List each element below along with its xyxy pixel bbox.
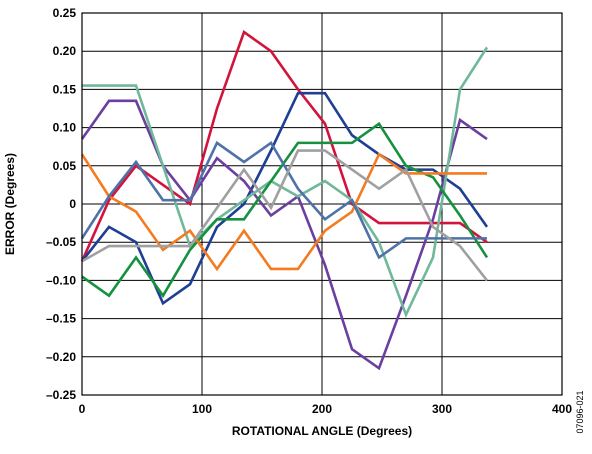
y-tick-label: 0.25 [53,6,77,20]
y-tick-label: –0.15 [46,312,76,326]
y-tick-label: 0.05 [53,159,77,173]
plot-frame [81,12,563,396]
x-tick-label: 300 [432,402,452,416]
x-tick-label: 400 [552,402,572,416]
series-line-3 [80,99,488,371]
figure-id-label: 07096-021 [575,390,585,433]
y-tick-label: 0.20 [53,44,77,58]
series-line-2 [80,91,489,306]
series-lines [80,30,489,371]
x-axis-title: ROTATIONAL ANGLE (Degrees) [232,424,412,438]
y-tick-label: 0.15 [53,82,77,96]
grid [81,12,563,396]
y-tick-label: –0.10 [46,273,76,287]
series-line-1 [80,30,488,262]
series-line-5 [81,121,489,299]
x-tick-label: 100 [192,402,212,416]
x-tick-label: 200 [312,402,332,416]
series-line-7 [80,140,487,260]
y-tick-label: –0.25 [46,388,76,402]
series-line-6 [80,152,487,272]
y-tick-labels: 0.25 0.20 0.15 0.10 0.05 0 –0.05 –0.10 –0.15 –0.2… [46,6,76,402]
x-tick-labels: 0 100 200 300 400 [79,402,573,416]
x-tick-label: 0 [79,402,86,416]
y-tick-label: –0.20 [46,350,76,364]
y-axis-title: ERROR (Degrees) [3,153,17,255]
y-tick-label: 0.10 [53,121,77,135]
series-line-8 [81,149,489,282]
y-tick-label: 0 [69,197,76,211]
y-tick-label: –0.05 [46,235,76,249]
series-line-4 [82,46,489,319]
